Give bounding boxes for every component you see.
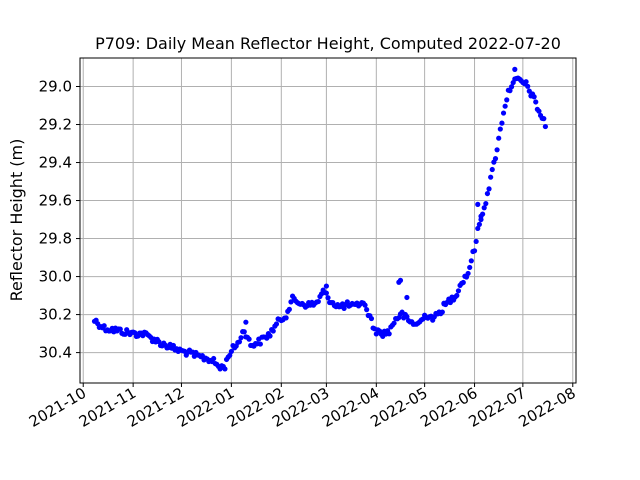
data-point [211, 355, 217, 362]
data-point [283, 315, 289, 321]
data-point [512, 66, 518, 72]
data-point [533, 99, 539, 105]
x-tick-label: 2022-08 [515, 384, 578, 431]
data-point [362, 302, 368, 308]
data-point [117, 326, 123, 332]
data-point [455, 288, 462, 294]
data-point [273, 321, 280, 327]
data-point [404, 294, 410, 301]
data-point [386, 331, 392, 337]
data-point [368, 315, 375, 322]
data-point [494, 147, 500, 153]
data-point [500, 110, 507, 116]
data-point [499, 120, 505, 126]
data-point [315, 298, 321, 305]
data-point [236, 339, 243, 345]
y-axis-label: Reflector Height (m) [7, 139, 26, 302]
data-point [476, 221, 482, 227]
y-axis: 29.0 29.2 29.4 29.6 29.8 30.0 30.2 30.4 [39, 78, 80, 362]
data-point [481, 205, 487, 211]
data-point [475, 201, 481, 207]
data-point [484, 190, 491, 197]
data-point [241, 329, 247, 335]
data-point [483, 200, 489, 207]
data-point [257, 341, 263, 347]
data-point [475, 225, 481, 232]
data-point [222, 366, 228, 372]
data-point [523, 79, 529, 85]
data-point [471, 248, 478, 254]
data-point [344, 299, 350, 305]
data-point [504, 97, 510, 103]
chart-title: P709: Daily Mean Reflector Height, Compu… [95, 34, 561, 53]
data-point [460, 279, 466, 286]
data-point [542, 123, 549, 130]
data-point [441, 300, 447, 306]
data-point [541, 116, 547, 122]
data-point [489, 166, 495, 173]
y-tick-label: 30.0 [39, 268, 72, 286]
data-point [454, 292, 460, 299]
data-point [323, 283, 329, 289]
y-tick-label: 29.4 [39, 154, 72, 172]
data-point [391, 320, 397, 326]
data-point [341, 305, 347, 312]
data-point [404, 314, 410, 320]
data-point [502, 103, 508, 109]
data-point [465, 270, 471, 277]
data-point [468, 258, 474, 264]
data-point [170, 342, 176, 349]
x-axis: 2021-102021-112021-122022-012022-022022-… [26, 383, 579, 431]
data-point [246, 336, 252, 342]
data-point [480, 211, 486, 217]
data-point [325, 295, 331, 301]
y-tick-label: 29.0 [39, 78, 72, 96]
data-point [525, 83, 531, 89]
data-point [286, 306, 292, 312]
data-point [536, 108, 542, 114]
plot-frame [79, 57, 577, 384]
data-point [288, 299, 294, 305]
data-point [467, 264, 473, 271]
y-tick-label: 30.2 [39, 306, 72, 324]
grid-lines [80, 58, 576, 383]
data-point [243, 319, 249, 325]
data-point [270, 328, 276, 334]
data-point [267, 333, 273, 339]
data-point [508, 84, 515, 90]
y-tick-label: 29.6 [39, 192, 72, 210]
data-point [488, 174, 494, 180]
data-point [364, 307, 370, 313]
y-tick-label: 29.8 [39, 230, 72, 248]
data-point [531, 94, 537, 100]
data-point [497, 126, 503, 132]
data-point [323, 290, 329, 296]
data-point [486, 186, 492, 192]
data-point [238, 335, 244, 341]
data-points [91, 66, 549, 372]
data-point [473, 238, 479, 245]
data-point [478, 216, 484, 223]
data-point [101, 323, 107, 329]
data-point [228, 348, 234, 355]
data-point [439, 309, 445, 315]
data-point [496, 135, 502, 141]
y-tick-label: 29.2 [39, 116, 72, 134]
data-point [397, 277, 404, 283]
y-tick-label: 30.4 [39, 344, 72, 362]
data-point [492, 156, 499, 162]
